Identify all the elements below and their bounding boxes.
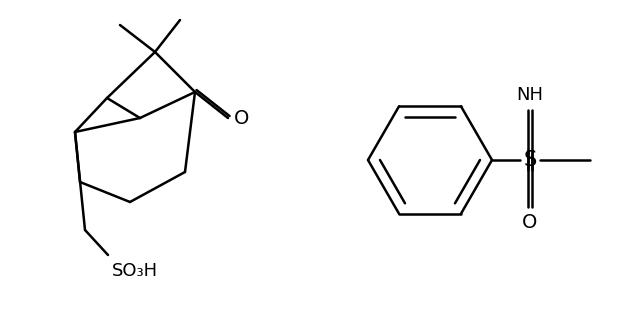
Text: S: S bbox=[524, 150, 536, 170]
Text: O: O bbox=[234, 108, 250, 127]
Text: O: O bbox=[522, 214, 538, 232]
Text: NH: NH bbox=[516, 86, 543, 104]
Text: SO₃H: SO₃H bbox=[112, 262, 158, 280]
